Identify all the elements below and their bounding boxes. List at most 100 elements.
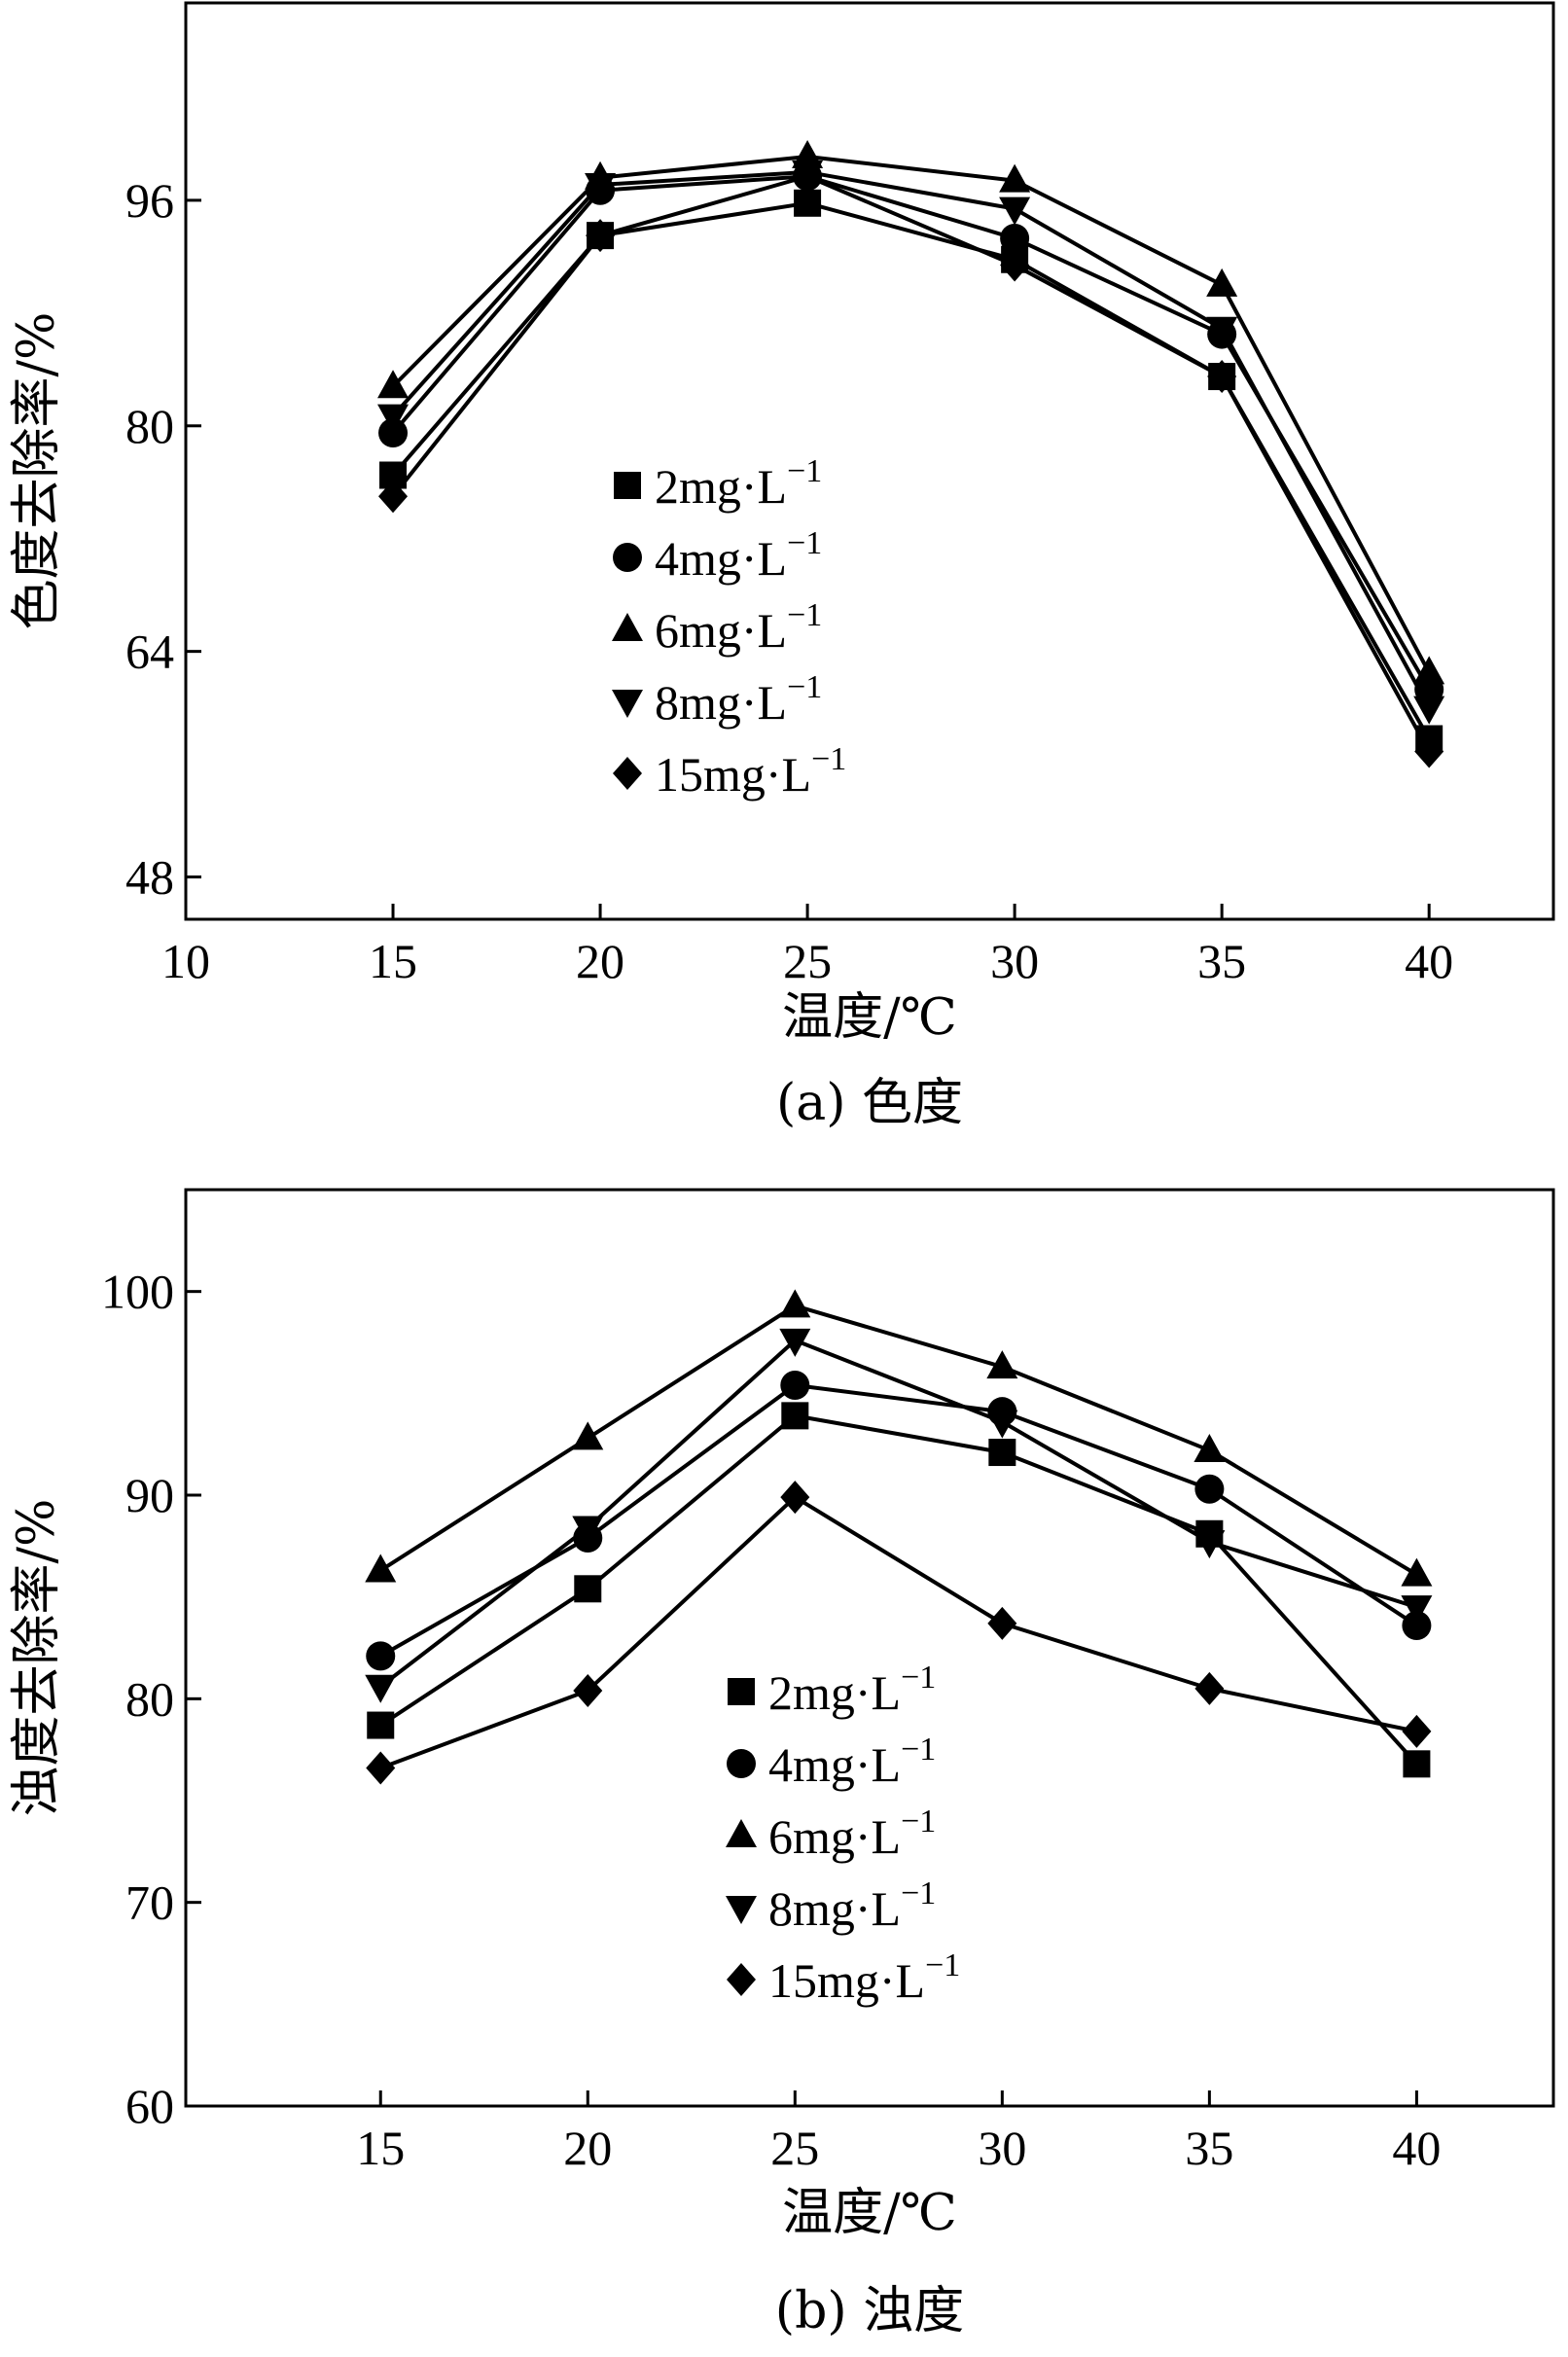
data-point [1402, 1714, 1432, 1748]
data-point [1194, 1671, 1225, 1705]
legend-label: 6mg·L−1 [655, 597, 822, 658]
data-point [779, 1289, 811, 1318]
data-point [779, 1328, 811, 1357]
x-axis-label: 温度/℃ [782, 2184, 957, 2242]
legend-superscript: −1 [787, 597, 822, 633]
data-point [1413, 656, 1445, 685]
chart-a: 10 15 20 25 30 35 40 48 64 80 96 温度/℃ 色度去除率/% (a) 色度 2… [8, 1, 1555, 1132]
y-tick-label: 64 [125, 625, 174, 679]
series-square [379, 189, 1443, 753]
legend-name: 4mg·L [655, 531, 787, 586]
data-point [1207, 360, 1237, 394]
legend-superscript: −1 [787, 453, 822, 489]
data-point [1194, 1530, 1226, 1559]
series-line [379, 1382, 1418, 1659]
x-tick-label: 40 [1392, 2121, 1441, 2175]
series-line [379, 1413, 1418, 1766]
data-point [1401, 1595, 1433, 1625]
x-tick-label: 20 [576, 934, 624, 988]
data-point [988, 1439, 1016, 1467]
data-point [1206, 316, 1238, 345]
data-point [377, 404, 410, 433]
y-tick-label: 80 [125, 1671, 174, 1726]
data-point [574, 1575, 602, 1603]
data-point [365, 1674, 397, 1703]
data-point [378, 480, 409, 514]
chart-b: 15 20 25 30 35 40 60 70 80 90 100 温度/℃ 浊度去除率/% (b) 浊度… [8, 1188, 1555, 2340]
y-tick-label: 90 [125, 1468, 174, 1522]
y-tick-label: 96 [125, 173, 174, 228]
x-tick-label: 15 [369, 934, 417, 988]
data-point [365, 1553, 397, 1583]
legend-marker [613, 543, 642, 572]
data-point [999, 163, 1031, 193]
x-tick-label: 25 [770, 2121, 819, 2175]
legend-label: 2mg·L−1 [768, 1660, 936, 1720]
y-tick-label: 100 [101, 1265, 174, 1319]
plot-frame [184, 1188, 1555, 2108]
x-tick-label: 40 [1405, 934, 1453, 988]
series-triangle-up [365, 1289, 1433, 1587]
legend-name: 2mg·L [655, 459, 787, 514]
data-point [378, 418, 409, 448]
series-line [379, 1303, 1418, 1577]
x-tick-label: 10 [161, 934, 210, 988]
legend-name: 6mg·L [655, 603, 787, 658]
legend-superscript: −1 [787, 669, 822, 705]
legend-name: 6mg·L [768, 1809, 901, 1864]
series-line [391, 169, 1431, 709]
data-point [1403, 1750, 1431, 1778]
legend-name: 8mg·L [655, 675, 787, 730]
x-tick-label: 30 [978, 2121, 1026, 2175]
data-point [987, 1606, 1017, 1640]
legend-name: 8mg·L [768, 1881, 901, 1936]
series-triangle-down [365, 1328, 1433, 1703]
data-point [366, 1751, 396, 1785]
data-point [377, 370, 410, 399]
data-point [1194, 1433, 1226, 1462]
data-point [999, 196, 1031, 226]
data-point [781, 1402, 809, 1430]
data-point [1402, 1610, 1432, 1640]
x-tick-label: 35 [1197, 934, 1246, 988]
legend-name: 15mg·L [655, 747, 811, 802]
x-tick-label: 20 [563, 2121, 612, 2175]
series-circle [366, 1370, 1432, 1671]
data-point [366, 1641, 396, 1671]
y-tick-label: 48 [125, 850, 174, 905]
legend-label: 8mg·L−1 [655, 669, 822, 730]
legend-marker [727, 1749, 756, 1778]
series-square [367, 1402, 1431, 1778]
legend-name: 15mg·L [768, 1953, 925, 2008]
x-tick-label: 25 [783, 934, 832, 988]
data-point [572, 1516, 604, 1545]
data-point [1413, 696, 1445, 725]
series-line [391, 154, 1431, 674]
legend-name: 2mg·L [768, 1665, 901, 1720]
legend-label: 2mg·L−1 [655, 453, 822, 514]
x-tick-label: 15 [356, 2121, 405, 2175]
y-tick-label: 80 [125, 399, 174, 453]
x-tick-label: 30 [990, 934, 1039, 988]
series-line [391, 174, 1431, 753]
x-tick-label: 35 [1185, 2121, 1233, 2175]
legend-label: 15mg·L−1 [768, 1947, 960, 2008]
legend-marker [612, 690, 643, 718]
data-point [367, 1711, 395, 1739]
legend-superscript: −1 [811, 741, 846, 777]
y-tick-label: 70 [125, 1875, 174, 1930]
legend-marker [613, 757, 642, 790]
legend-name: 4mg·L [768, 1737, 901, 1792]
legend-superscript: −1 [787, 525, 822, 561]
series-diamond [378, 160, 1444, 768]
legend-superscript: −1 [901, 1875, 936, 1911]
series-diamond [366, 1481, 1432, 1785]
series-circle [378, 161, 1444, 704]
data-point [1401, 1557, 1433, 1587]
legend-label: 8mg·L−1 [768, 1875, 936, 1936]
legend-marker [727, 1963, 756, 1996]
legend-marker [612, 613, 643, 641]
legend-label: 6mg·L−1 [768, 1803, 936, 1864]
legend-superscript: −1 [901, 1803, 936, 1839]
